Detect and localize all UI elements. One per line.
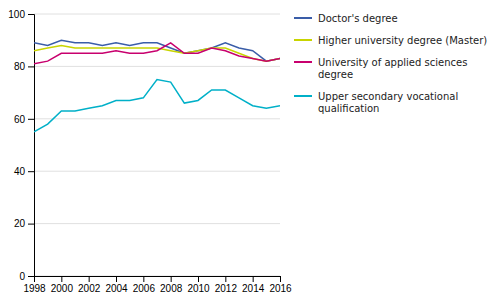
y-tick: 80 [14, 61, 34, 72]
x-tick-mark [198, 276, 199, 282]
x-tick: 2012 [215, 276, 238, 294]
y-tick-label: 0 [19, 271, 25, 282]
y-tick-label: 60 [14, 114, 26, 125]
x-axis-line [35, 277, 281, 283]
y-tick-mark [28, 66, 34, 67]
grid-line [34, 171, 280, 172]
x-axis: 1998 2000 2002 2004 2006 2008 2010 2012 2014 2016 [23, 276, 292, 294]
legend-swatch [294, 17, 312, 19]
grid-line [34, 14, 280, 15]
grid-line [34, 223, 280, 224]
grid-line [34, 66, 280, 67]
x-tick-label: 2006 [133, 283, 156, 294]
x-tick-mark [116, 276, 117, 282]
y-tick-label: 100 [8, 9, 25, 20]
legend-item: Upper secondary vocationalqualification [294, 91, 458, 114]
y-axis-line [28, 15, 35, 277]
legend-swatch [294, 95, 312, 97]
grid-line [34, 118, 280, 119]
x-tick-mark [253, 276, 254, 282]
legend-label: University of applied sciencesdegree [318, 57, 467, 80]
x-tick: 2008 [160, 276, 183, 294]
lines [34, 40, 280, 132]
y-tick-mark [28, 14, 34, 15]
chart: 1998 2000 2002 2004 2006 2008 2010 2012 2014 2016… [0, 0, 492, 302]
y-tick-mark [28, 276, 34, 277]
legend: Doctor's degree Higher university degree … [294, 13, 487, 114]
y-tick: 0 [19, 271, 34, 282]
legend-item: University of applied sciencesdegree [294, 57, 467, 80]
series-line [34, 43, 280, 64]
y-tick: 60 [14, 114, 34, 125]
x-tick-label: 2014 [242, 283, 265, 294]
y-tick-label: 40 [14, 166, 26, 177]
grid [34, 14, 280, 276]
legend-label: Higher university degree (Master) [318, 35, 487, 46]
x-tick: 2006 [133, 276, 156, 294]
x-tick-label: 2000 [51, 283, 74, 294]
y-tick: 20 [14, 218, 34, 229]
y-tick: 100 [8, 9, 34, 20]
x-tick: 2002 [78, 276, 101, 294]
x-tick-label: 2004 [105, 283, 128, 294]
legend-label: Upper secondary vocationalqualification [318, 91, 458, 114]
x-tick-mark [171, 276, 172, 282]
x-tick-mark [89, 276, 90, 282]
y-tick-label: 20 [14, 218, 26, 229]
y-tick-mark [28, 224, 34, 225]
legend-item: Higher university degree (Master) [294, 35, 487, 46]
y-tick-mark [28, 119, 34, 120]
legend-item: Doctor's degree [294, 13, 398, 24]
y-tick-label: 80 [14, 61, 26, 72]
legend-label: Doctor's degree [318, 13, 398, 24]
x-tick: 2014 [242, 276, 265, 294]
x-tick: 2000 [51, 276, 74, 294]
plot: 1998 2000 2002 2004 2006 2008 2010 2012 2014 2016… [8, 9, 292, 294]
y-axis: 0 20 40 60 80 100 [8, 9, 34, 282]
series-line [34, 80, 280, 132]
x-tick-mark [143, 276, 144, 282]
x-tick-mark [280, 276, 281, 282]
y-tick: 40 [14, 166, 34, 177]
x-tick-label: 2010 [187, 283, 210, 294]
x-tick: 1998 [23, 276, 46, 294]
x-tick-mark [225, 276, 226, 282]
legend-swatch [294, 39, 312, 41]
x-tick-label: 2012 [215, 283, 238, 294]
x-tick-label: 2002 [78, 283, 101, 294]
x-tick: 2016 [269, 276, 292, 294]
x-tick: 2004 [105, 276, 128, 294]
x-tick-label: 2008 [160, 283, 183, 294]
legend-swatch [294, 61, 312, 63]
x-tick-label: 2016 [269, 283, 292, 294]
x-tick-label: 1998 [23, 283, 46, 294]
x-tick: 2010 [187, 276, 210, 294]
x-tick-mark [61, 276, 62, 282]
y-tick-mark [28, 171, 34, 172]
